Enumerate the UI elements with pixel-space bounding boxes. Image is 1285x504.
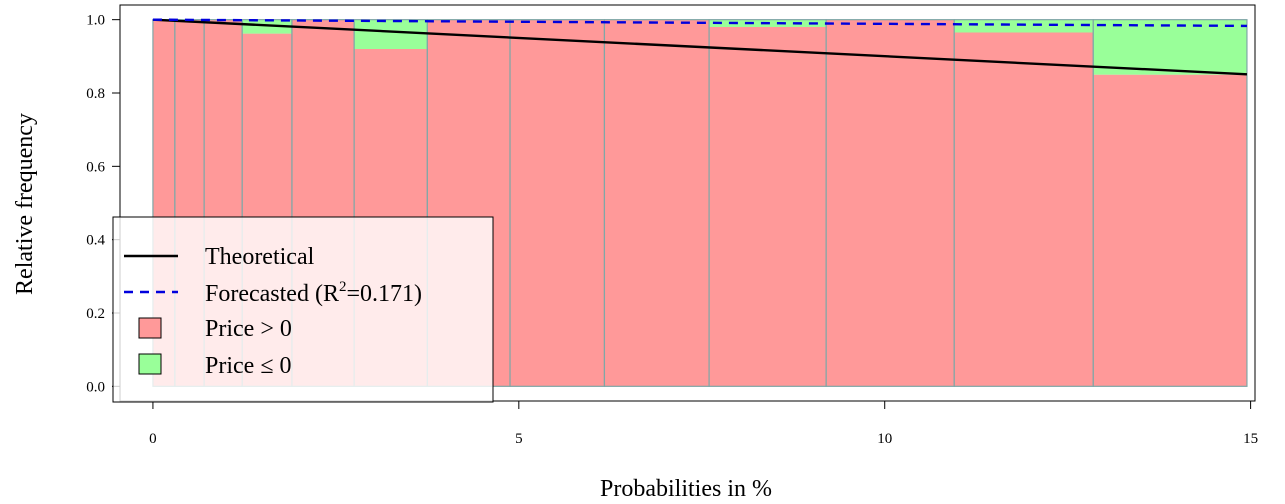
legend-forecasted-sup: 2 [339, 279, 347, 295]
y-tick-label-1: 0.2 [86, 306, 105, 322]
legend-price-pos-swatch [138, 317, 162, 339]
x-tick-label-1: 5 [515, 431, 523, 447]
legend: Theoretical Forecasted (R2=0.171) Price … [112, 216, 494, 403]
x-tick-label-3: 15 [1243, 431, 1258, 447]
bar-price-neg-5 [354, 19, 428, 49]
bar-price-pos-9 [709, 27, 827, 387]
y-tick-label-2: 0.4 [86, 233, 105, 249]
forecasted-line [152, 18, 1247, 28]
y-tick-label-3: 0.6 [86, 159, 105, 175]
legend-price-pos-label: Price > 0 [205, 316, 292, 342]
legend-price-neg-swatch [138, 353, 162, 375]
x-tick-label-0: 0 [149, 431, 157, 447]
bar-price-pos-10 [826, 19, 955, 387]
legend-forecasted-prefix: Forecasted (R [205, 281, 339, 307]
x-axis-title: Probabilities in % [600, 476, 772, 502]
y-tick-label-0: 0.0 [86, 379, 105, 395]
bar-price-pos-7 [510, 19, 605, 387]
bar-price-pos-12 [1093, 74, 1247, 387]
bar-price-pos-8 [604, 19, 710, 387]
bar-price-pos-11 [954, 32, 1094, 387]
legend-forecasted-label: Forecasted (R2=0.171) [205, 279, 422, 307]
legend-forecasted-suffix: =0.171) [346, 281, 422, 307]
bar-price-neg-11 [954, 19, 1094, 33]
y-axis-title: Relative frequency [12, 113, 38, 295]
legend-theoretical-label: Theoretical [205, 244, 315, 270]
x-axis: 0 5 10 15 [149, 400, 1258, 447]
y-tick-label-5: 1.0 [86, 13, 105, 29]
bar-price-neg-12 [1093, 19, 1247, 75]
x-tick-label-2: 10 [877, 431, 892, 447]
y-tick-label-4: 0.8 [86, 86, 105, 102]
bar-outline-12 [1092, 19, 1248, 387]
legend-price-neg-label: Price ≤ 0 [205, 353, 291, 379]
bar-price-neg-3 [242, 19, 292, 34]
legend-box [112, 216, 494, 403]
theoretical-line [152, 18, 1248, 76]
